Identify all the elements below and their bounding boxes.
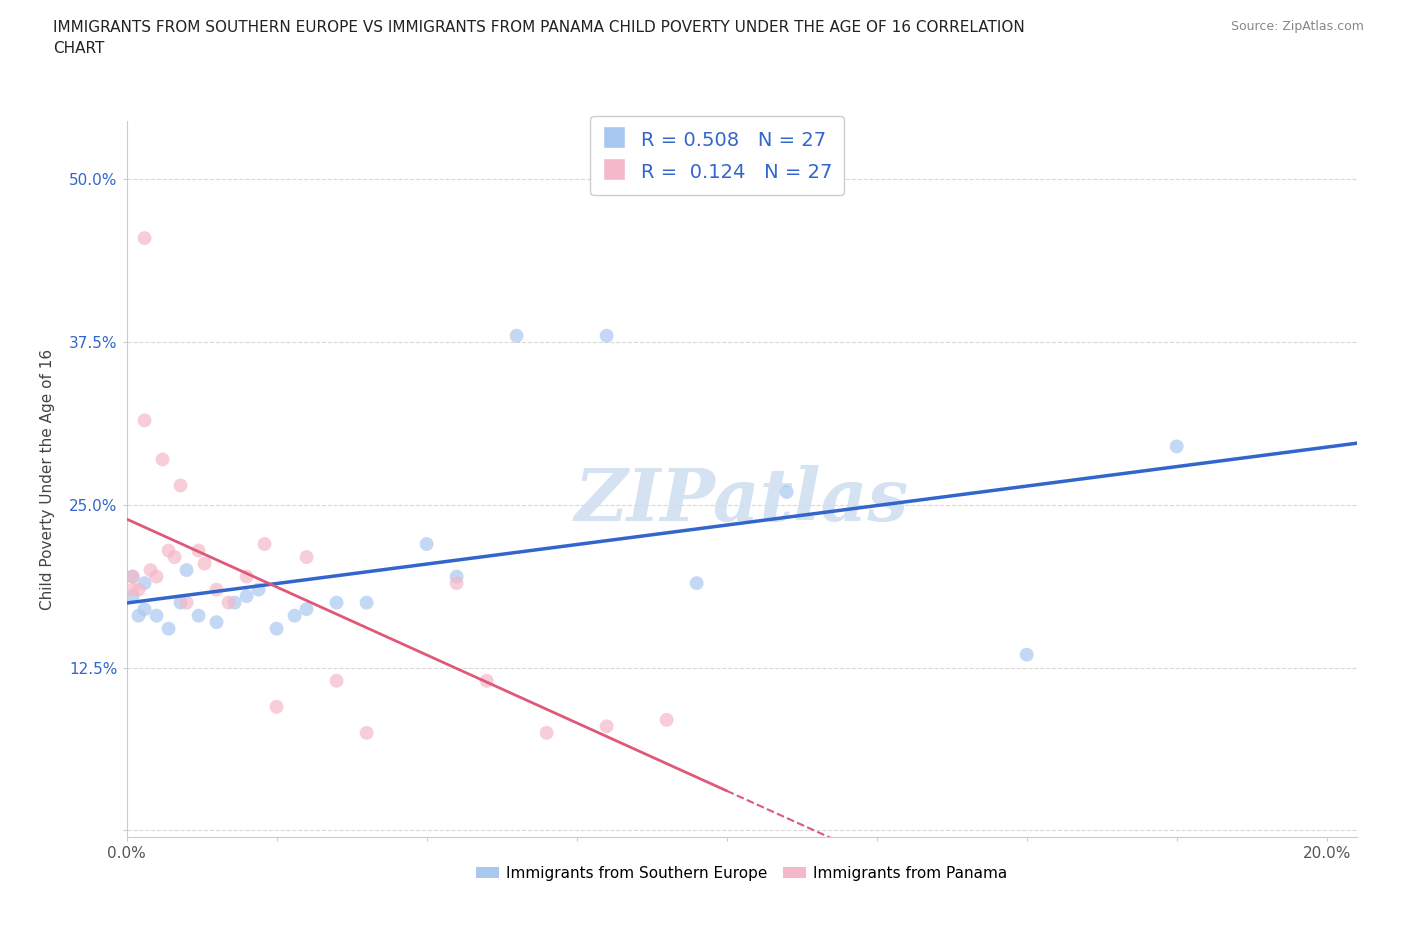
Point [356,725,378,740]
Point [247,582,270,597]
Point [187,608,209,623]
Point [169,478,191,493]
Text: ZIPatlas: ZIPatlas [575,465,908,536]
Point [505,328,527,343]
Point [235,589,257,604]
Point [145,569,167,584]
Point [157,621,180,636]
Point [1015,647,1038,662]
Point [685,576,707,591]
Point [253,537,276,551]
Point [655,712,678,727]
Point [169,595,191,610]
Point [121,589,143,604]
Point [134,413,156,428]
Point [235,569,257,584]
Point [128,582,150,597]
Point [295,602,318,617]
Y-axis label: Child Poverty Under the Age of 16: Child Poverty Under the Age of 16 [41,349,55,609]
Point [224,595,246,610]
Point [145,608,167,623]
Point [152,452,174,467]
Point [134,231,156,246]
Legend: Immigrants from Southern Europe, Immigrants from Panama: Immigrants from Southern Europe, Immigra… [470,859,1014,886]
Text: Source: ZipAtlas.com: Source: ZipAtlas.com [1230,20,1364,33]
Point [446,576,468,591]
Point [325,673,347,688]
Point [163,550,186,565]
Point [295,550,318,565]
Point [134,576,156,591]
Point [157,543,180,558]
Point [139,563,162,578]
Point [475,673,498,688]
Point [284,608,307,623]
Point [325,595,347,610]
Point [415,537,437,551]
Point [205,615,228,630]
Point [266,621,288,636]
Point [128,608,150,623]
Point [193,556,215,571]
Point [134,602,156,617]
Point [121,569,143,584]
Point [121,582,143,597]
Point [121,569,143,584]
Point [218,595,240,610]
Point [187,543,209,558]
Point [176,563,198,578]
Point [536,725,558,740]
Point [356,595,378,610]
Point [266,699,288,714]
Point [776,485,799,499]
Point [205,582,228,597]
Point [595,719,617,734]
Point [595,328,617,343]
Text: IMMIGRANTS FROM SOUTHERN EUROPE VS IMMIGRANTS FROM PANAMA CHILD POVERTY UNDER TH: IMMIGRANTS FROM SOUTHERN EUROPE VS IMMIG… [53,20,1025,35]
Point [176,595,198,610]
Point [1166,439,1188,454]
Text: CHART: CHART [53,41,105,56]
Point [446,569,468,584]
